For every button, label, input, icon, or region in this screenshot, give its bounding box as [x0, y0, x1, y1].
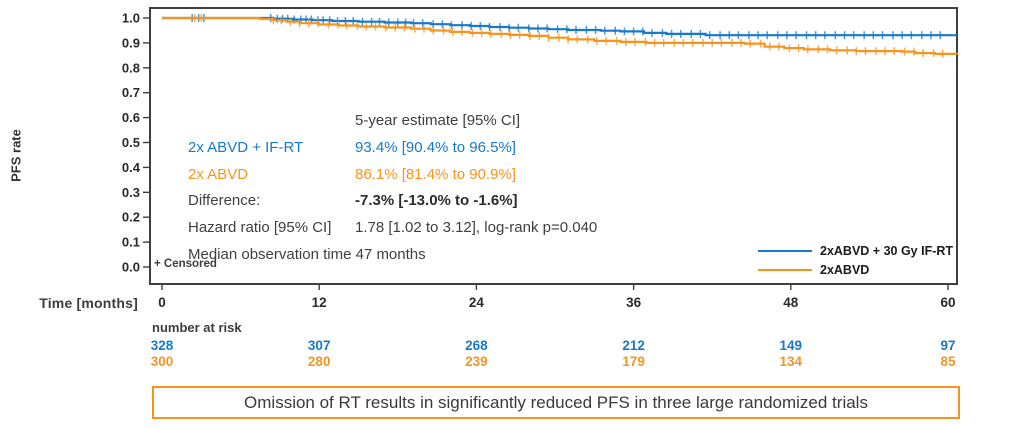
risk-value: 212 [622, 338, 645, 353]
y-axis-label: PFS rate [8, 129, 24, 182]
legend-label-ifrt: 2xABVD + 30 Gy IF-RT [820, 243, 954, 258]
y-tick-label: 0.0 [122, 260, 140, 275]
conclusion-caption: Omission of RT results in significantly … [152, 386, 960, 419]
stats-row-ifrt: 2x ABVD + IF-RT 93.4% [90.4% to 96.5%] [188, 135, 597, 162]
x-tick-label: 36 [626, 295, 642, 310]
hazard-value: 1.78 [1.02 to 3.12], log-rank p=0.040 [355, 219, 598, 237]
x-axis-label: Time [months] [39, 295, 138, 311]
risk-value: 280 [307, 354, 331, 369]
legend-label-abvd: 2xABVD [820, 262, 870, 277]
y-tick-label: 1.0 [122, 11, 140, 26]
y-tick-label: 0.5 [122, 135, 140, 150]
series-label-abvd: 2x ABVD [188, 165, 249, 183]
risk-row-ifrt: 328 307 268 212 149 97 [0, 338, 1024, 353]
x-tick-label: 48 [783, 295, 799, 310]
y-tick-label: 0.3 [122, 185, 140, 200]
x-tick-label: 0 [158, 295, 166, 310]
estimate-abvd: 86.1% [81.4% to 90.9%] [355, 165, 516, 183]
y-tick-label: 0.8 [122, 60, 140, 75]
risk-value: 307 [307, 338, 331, 353]
legend: 2xABVD + 30 Gy IF-RT 2xABVD [758, 241, 953, 279]
median-observation: Median observation time 47 months [188, 245, 426, 263]
estimate-ifrt: 93.4% [90.4% to 96.5%] [355, 138, 516, 156]
risk-value: 328 [150, 338, 174, 353]
y-tick-label: 0.1 [122, 235, 140, 250]
risk-value: 179 [622, 354, 645, 369]
x-tick-label: 60 [940, 295, 955, 310]
stats-row-abvd: 2x ABVD 86.1% [81.4% to 90.9%] [188, 162, 597, 189]
risk-value: 85 [940, 354, 956, 369]
legend-line-orange-icon [758, 268, 812, 271]
censored-note: + Censored [154, 258, 217, 270]
risk-value: 268 [465, 338, 488, 353]
pfs-curve-abvd [162, 16, 959, 55]
y-tick-label: 0.9 [122, 35, 140, 50]
stats-row-difference: Difference: -7.3% [-13.0% to -1.6%] [188, 188, 597, 215]
stats-row-hazard: Hazard ratio [95% CI] 1.78 [1.02 to 3.12… [188, 215, 597, 242]
plot-frame [149, 7, 958, 285]
stats-header-row: 5-year estimate [95% CI] [188, 108, 597, 135]
series-label-ifrt: 2x ABVD + IF-RT [188, 138, 304, 156]
risk-value: 97 [940, 338, 956, 353]
hazard-label: Hazard ratio [95% CI] [188, 219, 332, 237]
y-tick-label: 0.6 [122, 110, 140, 125]
risk-value: 239 [465, 354, 488, 369]
difference-label: Difference: [188, 192, 261, 210]
pfs-curve-ifrt [162, 16, 958, 37]
y-tick-label: 0.7 [122, 85, 140, 100]
risk-value: 300 [150, 354, 174, 369]
stats-panel: 5-year estimate [95% CI] 2x ABVD + IF-RT… [188, 108, 597, 269]
stats-header: 5-year estimate [95% CI] [355, 112, 521, 129]
risk-value: 134 [779, 354, 803, 369]
stats-footer-row: Median observation time 47 months [188, 242, 597, 269]
legend-line-blue-icon [758, 249, 812, 252]
risk-row-abvd: 300 280 239 179 134 85 [0, 354, 1024, 369]
risk-table-title: number at risk [152, 320, 242, 335]
risk-value: 149 [779, 338, 803, 353]
survival-chart: 1.0 0.9 0.8 0.7 0.6 0.5 0.4 0.3 0.2 0.1 0.0 0 12 24 36… [122, 7, 959, 310]
legend-item-ifrt: 2xABVD + 30 Gy IF-RT [758, 241, 953, 260]
y-tick-label: 0.2 [122, 210, 140, 225]
x-tick-label: 24 [469, 295, 485, 310]
x-tick-label: 12 [312, 295, 327, 310]
y-tick-label: 0.4 [122, 160, 141, 175]
legend-item-abvd: 2xABVD [758, 260, 953, 279]
difference-value: -7.3% [-13.0% to -1.6%] [355, 192, 518, 210]
